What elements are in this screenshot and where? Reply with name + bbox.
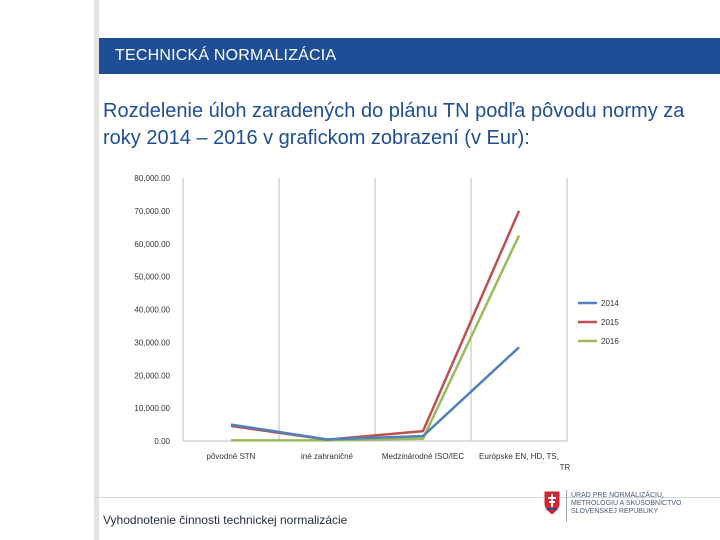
y-tick-label: 60,000.00 — [134, 240, 170, 249]
legend-label-2015: 2015 — [601, 318, 619, 327]
y-tick-label: 10,000.00 — [134, 404, 170, 413]
header-bar: TECHNICKÁ NORMALIZÁCIA — [99, 38, 720, 74]
series-line-2016 — [231, 234, 521, 442]
x-tick-label: Medzinárodné ISO/IEC — [382, 452, 464, 461]
footer-divider — [94, 497, 720, 498]
left-accent-rule — [94, 0, 99, 540]
y-tick-label: 40,000.00 — [134, 306, 170, 315]
logo-divider — [566, 490, 567, 522]
y-tick-label: 30,000.00 — [134, 338, 170, 347]
line-chart: 0.00 10,000.00 20,000.00 30,000.00 40,000.00… — [134, 174, 619, 472]
series-line-2014 — [230, 346, 520, 441]
y-tick-label: 80,000.00 — [134, 174, 170, 183]
x-tick-label: iné zahraničné — [301, 452, 354, 461]
slovak-emblem-icon — [543, 490, 561, 516]
y-tick-label: 20,000.00 — [134, 371, 170, 380]
legend-label-2016: 2016 — [601, 337, 619, 346]
x-tick-label: TR — [560, 463, 571, 472]
legend-label-2014: 2014 — [601, 299, 619, 308]
logo-text: ÚRAD PRE NORMALIZÁCIU, METROLÓGIU A SKÚŠ… — [571, 492, 682, 515]
slide-heading: Rozdelenie úloh zaradených do plánu TN p… — [103, 100, 685, 149]
header-title: TECHNICKÁ NORMALIZÁCIA — [115, 47, 337, 64]
x-tick-label: pôvodné STN — [207, 452, 256, 461]
y-tick-label: 70,000.00 — [134, 207, 170, 216]
y-tick-label: 50,000.00 — [134, 273, 170, 282]
y-tick-label: 0.00 — [154, 437, 170, 446]
footer-text: Vyhodnotenie činnosti technickej normali… — [103, 513, 348, 527]
x-tick-label: Európske EN, HD, TS, — [479, 452, 559, 461]
